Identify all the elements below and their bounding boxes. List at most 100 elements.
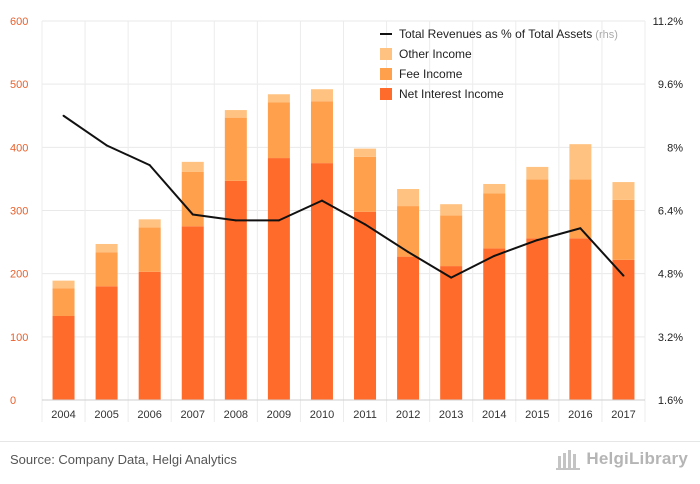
bar-net-interest-income (310, 163, 333, 400)
x-tick-label: 2014 (482, 409, 506, 421)
line-point (320, 199, 323, 202)
line-point (105, 144, 108, 147)
revenue-ratio-line (62, 114, 625, 279)
legend-color-swatch (380, 48, 392, 60)
bar-other-income (224, 110, 247, 118)
bar-fee-income (569, 179, 592, 239)
bar-fee-income (138, 227, 161, 272)
y-right-tick-label: 9.6% (658, 79, 683, 91)
bar-other-income (138, 219, 161, 228)
bar-fee-income (612, 199, 635, 260)
legend-label: Total Revenues as % of Total Assets (rhs… (399, 27, 618, 41)
legend-label: Net Interest Income (399, 87, 504, 101)
bar-other-income (397, 189, 420, 207)
line-point (450, 276, 453, 279)
bar-net-interest-income (224, 180, 247, 400)
x-tick-label: 2006 (137, 409, 161, 421)
line-series-path (62, 114, 625, 279)
bar-other-income (569, 144, 592, 180)
bar-net-interest-income (440, 266, 463, 400)
bar-other-income (483, 183, 506, 194)
legend-color-swatch (380, 68, 392, 80)
y-left-tick-label: 200 (10, 269, 28, 281)
bar-fee-income (52, 288, 75, 316)
bar-other-income (612, 182, 635, 200)
bar-other-income (52, 280, 75, 289)
y-left-tick-label: 0 (10, 395, 16, 407)
y-left-tick-label: 500 (10, 79, 28, 91)
x-tick-label: 2008 (224, 409, 248, 421)
footer: Source: Company Data, Helgi Analytics He… (0, 441, 700, 484)
x-tick-label: 2009 (267, 409, 291, 421)
line-point (148, 164, 151, 167)
bar-fee-income (267, 102, 290, 159)
x-tick-label: 2013 (439, 409, 463, 421)
legend-label: Fee Income (399, 67, 463, 81)
brand-name: HelgiLibrary (586, 449, 688, 468)
bar-fee-income (95, 252, 118, 287)
y-right-tick-label: 4.8% (658, 269, 683, 281)
x-tick-label: 2011 (353, 409, 377, 421)
library-icon (556, 450, 581, 470)
bar-fee-income (397, 206, 420, 257)
line-point (407, 250, 410, 253)
axes: 0 100 200 300 400 500 600 1.6% 3.2% 4.8% 6.4% 8% 9.6… (10, 16, 683, 421)
bar-net-interest-income (354, 211, 377, 400)
bar-net-interest-income (138, 271, 161, 400)
y-right-tick-label: 3.2% (658, 332, 683, 344)
x-tick-label: 2004 (51, 409, 75, 421)
y-left-tick-label: 300 (10, 206, 28, 218)
bar-fee-income (440, 215, 463, 267)
legend-item: Total Revenues as % of Total Assets (rhs… (380, 27, 618, 41)
bar-fee-income (181, 171, 204, 227)
x-tick-label: 2010 (310, 409, 334, 421)
bar-other-income (354, 148, 377, 157)
bar-fee-income (354, 156, 377, 212)
source-note: Source: Company Data, Helgi Analytics (10, 452, 237, 467)
x-tick-label: 2005 (94, 409, 118, 421)
legend-item: Fee Income (380, 67, 463, 81)
bar-net-interest-income (52, 315, 75, 400)
legend-item: Other Income (380, 47, 472, 61)
bar-other-income (181, 161, 204, 172)
x-tick-label: 2007 (181, 409, 205, 421)
y-left-tick-label: 400 (10, 142, 28, 154)
x-tick-label: 2017 (611, 409, 635, 421)
line-point (493, 254, 496, 257)
brand-logo: HelgiLibrary (556, 448, 688, 470)
bar-net-interest-income (526, 238, 549, 400)
line-point (364, 223, 367, 226)
line-point (536, 239, 539, 242)
grid (41, 20, 646, 422)
bar-other-income (310, 89, 333, 102)
y-right-tick-label: 1.6% (658, 395, 683, 407)
legend: Total Revenues as % of Total Assets (rhs… (380, 27, 618, 101)
bar-net-interest-income (181, 226, 204, 400)
bar-net-interest-income (612, 259, 635, 400)
bar-net-interest-income (569, 238, 592, 400)
x-tick-label: 2012 (396, 409, 420, 421)
legend-rhs-note: (rhs) (592, 29, 618, 41)
y-right-tick-label: 8% (667, 142, 683, 154)
bar-fee-income (310, 101, 333, 164)
line-point (277, 219, 280, 222)
bar-fee-income (224, 117, 247, 181)
bar-net-interest-income (397, 256, 420, 400)
x-tick-label: 2016 (568, 409, 592, 421)
bar-fee-income (526, 179, 549, 239)
y-left-tick-label: 600 (10, 16, 28, 28)
line-point (234, 219, 237, 222)
y-right-tick-label: 11.2% (653, 16, 684, 28)
bars (52, 89, 635, 400)
line-point (62, 114, 65, 117)
line-point (622, 274, 625, 277)
bar-other-income (267, 94, 290, 103)
bar-net-interest-income (95, 286, 118, 400)
y-left-tick-label: 100 (10, 332, 28, 344)
bar-net-interest-income (267, 158, 290, 400)
legend-color-swatch (380, 88, 392, 100)
chart: 0 100 200 300 400 500 600 1.6% 3.2% 4.8% 6.4% 8% 9.6… (10, 16, 683, 422)
legend-item: Net Interest Income (380, 87, 504, 101)
x-tick-label: 2015 (525, 409, 549, 421)
bar-net-interest-income (483, 248, 506, 400)
